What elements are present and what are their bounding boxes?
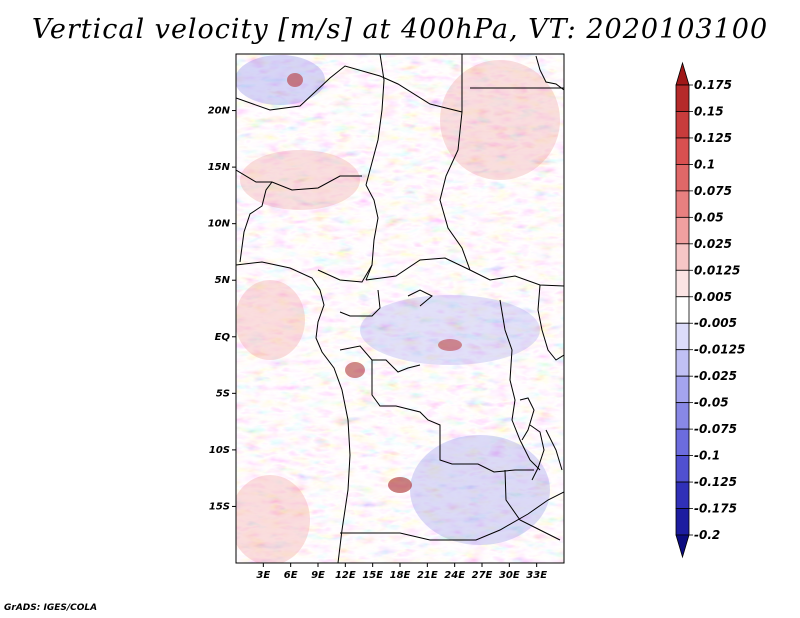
colorbar-segment (675, 375, 690, 404)
colorbar-label: 0.005 (694, 290, 732, 304)
colorbar-label: 0.0125 (694, 263, 740, 277)
lat-tick-label: 10S (209, 445, 230, 456)
colorbar-segment (675, 216, 690, 245)
lon-tick-label: 6E (284, 570, 298, 581)
colorbar-label: 0.025 (694, 237, 732, 251)
colorbar-segment (675, 137, 690, 165)
colorbar-segment (675, 508, 690, 536)
colorbar-label: 0.125 (694, 131, 732, 145)
colorbar-segment (675, 190, 690, 218)
colorbar-label: -0.0125 (694, 343, 745, 357)
colorbar-segment (675, 243, 690, 271)
colorbar-label: -0.05 (694, 396, 729, 410)
lon-tick-label: 21E (417, 570, 438, 581)
colorbar-label: -0.075 (694, 422, 737, 436)
colorbar-label: -0.175 (694, 502, 737, 516)
colorbar-segment (675, 402, 690, 430)
velocity-field (236, 54, 564, 563)
colorbar-label: -0.025 (694, 369, 737, 383)
colorbar-segment (675, 269, 690, 298)
latitude-axis: 20N 15N 10N 5N EQ 5S 10S 15S (208, 106, 236, 512)
lat-tick-label: EQ (215, 332, 231, 343)
lat-tick-label: 15N (208, 162, 231, 173)
colorbar-max-arrow (675, 61, 690, 86)
colorbar-segment (675, 296, 690, 324)
grads-credit: GrADS: IGES/COLA (4, 603, 98, 613)
map-title: Vertical velocity [m/s] at 400hPa, VT: 2… (31, 14, 769, 45)
country-borders (236, 54, 564, 563)
colorbar: 0.175 0.15 0.125 0.1 0.075 0.05 0.025 0.0125 0.0… (675, 61, 745, 559)
lon-tick-label: 12E (335, 570, 356, 581)
longitude-axis: 3E 6E 9E 12E 15E 18E 21E 24E 27E 30E 33E (256, 563, 547, 581)
lon-tick-label: 9E (311, 570, 325, 581)
colorbar-segment (675, 111, 690, 139)
lon-tick-label: 18E (390, 570, 411, 581)
lon-tick-label: 3E (256, 570, 270, 581)
lat-tick-label: 5N (215, 275, 231, 286)
lat-tick-label: 10N (208, 219, 231, 230)
lon-tick-label: 27E (472, 570, 493, 581)
colorbar-label: -0.125 (694, 475, 737, 489)
lon-tick-label: 33E (526, 570, 547, 581)
lon-tick-label: 15E (362, 570, 383, 581)
colorbar-label: 0.175 (694, 78, 732, 92)
colorbar-segment (675, 84, 690, 112)
colorbar-min-arrow (675, 534, 690, 559)
colorbar-label: -0.005 (694, 316, 737, 330)
lon-tick-label: 30E (499, 570, 520, 581)
colorbar-label: 0.075 (694, 184, 732, 198)
lon-tick-label: 24E (444, 570, 465, 581)
colorbar-label: 0.15 (694, 104, 724, 118)
lat-tick-label: 20N (208, 106, 231, 117)
colorbar-segment (675, 322, 690, 351)
lat-tick-label: 15S (209, 501, 230, 512)
colorbar-label: -0.2 (694, 528, 720, 542)
lat-tick-label: 5S (216, 388, 230, 399)
colorbar-segment (675, 349, 690, 377)
colorbar-segment (675, 428, 690, 456)
colorbar-label: 0.05 (694, 210, 724, 224)
colorbar-segment (675, 481, 690, 509)
colorbar-segment (675, 455, 690, 483)
colorbar-label: -0.1 (694, 449, 720, 463)
colorbar-label: 0.1 (694, 157, 715, 171)
colorbar-segment (675, 164, 690, 192)
